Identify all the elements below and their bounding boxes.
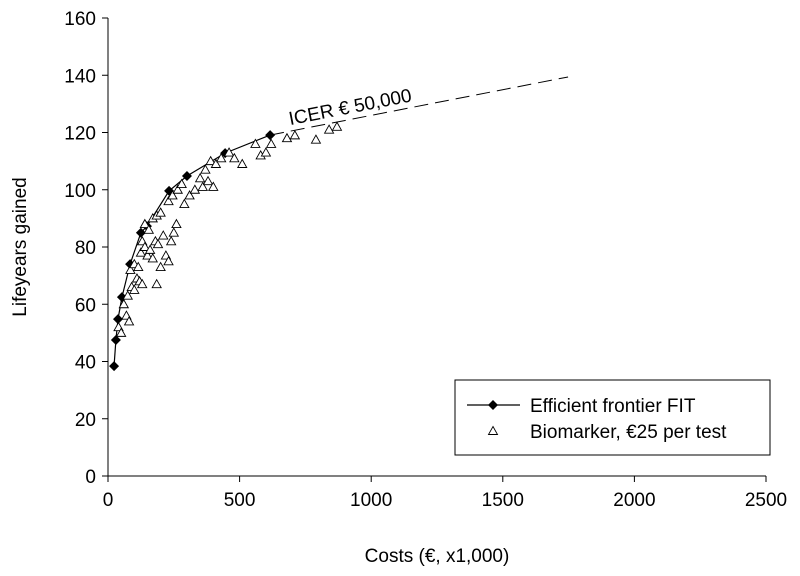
triangle-marker (122, 290, 134, 300)
triangle-marker (139, 241, 151, 251)
triangle-marker (136, 278, 148, 289)
triangle-marker (163, 195, 174, 206)
triangle-marker (155, 261, 166, 271)
diamond-marker (135, 227, 146, 238)
diamond-marker (109, 361, 120, 372)
triangle-marker (323, 124, 335, 134)
y-tick-label: 80 (75, 238, 96, 259)
triangle-marker (171, 218, 182, 229)
y-axis-label: Lifeyears gained (10, 177, 31, 316)
triangle-marker (168, 227, 180, 237)
triangle-marker (123, 316, 135, 326)
triangle-marker (236, 158, 248, 168)
diamond-marker (181, 171, 192, 182)
triangle-marker (189, 184, 201, 194)
triangle-marker (115, 327, 127, 337)
triangle-marker (265, 138, 277, 148)
diamond-marker (113, 314, 124, 325)
legend-box (454, 379, 771, 456)
triangle-marker (158, 230, 169, 240)
triangle-marker (184, 190, 195, 200)
triangle-marker (167, 190, 178, 200)
y-tick-label: 20 (75, 410, 96, 431)
y-tick-label: 120 (64, 124, 96, 145)
frontier-line (113, 134, 271, 367)
triangle-marker (260, 147, 272, 157)
y-tick-label: 140 (64, 66, 96, 87)
triangle-marker (152, 238, 164, 249)
triangle-marker (139, 218, 151, 229)
triangle-marker (205, 155, 216, 166)
triangle-marker (125, 264, 136, 274)
y-tick-label: 60 (75, 295, 96, 316)
icer-line (270, 76, 569, 136)
diamond-marker (265, 130, 276, 141)
triangle-marker (250, 138, 261, 148)
diamond-marker (488, 400, 498, 410)
triangle-marker (135, 247, 147, 257)
x-tick-label: 2500 (745, 490, 787, 511)
triangle-marker (176, 178, 187, 188)
triangle-marker (179, 198, 190, 209)
triangle-marker (215, 152, 227, 163)
triangle-marker (129, 284, 140, 294)
y-tick-label: 100 (64, 181, 96, 202)
triangle-marker (147, 253, 159, 263)
x-tick-label: 500 (224, 490, 256, 511)
triangle-marker (118, 298, 130, 309)
x-tick-label: 2000 (613, 490, 655, 511)
y-tick-label: 0 (85, 467, 96, 488)
triangle-marker (210, 158, 222, 168)
triangle-marker (151, 278, 162, 289)
x-tick-label: 1500 (482, 490, 524, 511)
triangle-marker (194, 172, 206, 183)
diamond-marker (110, 335, 121, 346)
triangle-marker (208, 181, 219, 191)
triangle-marker (165, 235, 177, 246)
y-tick-label: 160 (64, 9, 96, 30)
y-tick-label: 40 (75, 353, 96, 374)
triangle-marker (202, 175, 214, 186)
triangle-marker (331, 121, 343, 131)
x-tick-label: 1000 (350, 490, 392, 511)
legend-label: Biomarker, €25 per test (530, 422, 727, 443)
triangle-marker (310, 134, 322, 144)
triangle-marker (487, 425, 499, 435)
icer-label: ICER € 50,000 (287, 86, 413, 130)
triangle-marker (281, 132, 293, 143)
triangle-marker (172, 184, 184, 194)
triangle-marker (289, 129, 301, 140)
triangle-marker (144, 244, 156, 254)
triangle-marker (229, 152, 240, 163)
triangle-marker (143, 224, 155, 234)
triangle-marker (223, 147, 235, 157)
x-axis-label: Costs (€, x1,000) (365, 546, 510, 567)
triangle-marker (200, 164, 211, 174)
triangle-marker (155, 207, 166, 217)
triangle-marker (197, 181, 209, 191)
legend-label: Efficient frontier FIT (530, 396, 696, 417)
x-tick-label: 0 (103, 490, 114, 511)
triangle-marker (142, 250, 153, 260)
triangle-marker (163, 255, 174, 266)
triangle-marker (132, 261, 144, 271)
